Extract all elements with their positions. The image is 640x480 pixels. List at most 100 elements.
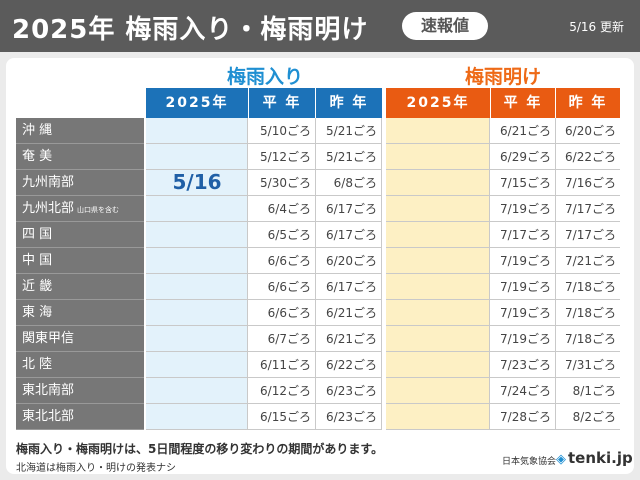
ake-2025-cell <box>386 326 490 352</box>
table-row: 北 陸 6/11ごろ 6/22ごろ 7/23ごろ 7/31ごろ <box>16 352 620 378</box>
table-row: 九州南部 5/30ごろ 6/8ごろ 7/15ごろ 7/16ごろ <box>16 170 620 196</box>
ake-last-year-cell: 7/18ごろ <box>556 274 620 300</box>
iri-normal-cell: 5/10ごろ <box>248 118 316 144</box>
section-title-tsuyu-ake: 梅雨明け <box>464 66 541 88</box>
ake-2025-cell <box>386 352 490 378</box>
iri-normal-cell: 6/6ごろ <box>248 274 316 300</box>
region-label: 東北南部 <box>16 378 144 404</box>
iri-normal-cell: 6/7ごろ <box>248 326 316 352</box>
region-name: 九州南部 <box>22 175 75 190</box>
table-row: 九州北部 山口県を含む 6/4ごろ 6/17ごろ 7/19ごろ 7/17ごろ <box>16 196 620 222</box>
region-label: 関東甲信 <box>16 326 144 352</box>
ake-last-year-cell: 8/1ごろ <box>556 378 620 404</box>
ake-2025-cell <box>386 196 490 222</box>
region-label: 奄 美 <box>16 144 144 170</box>
ake-last-year-cell: 8/2ごろ <box>556 404 620 430</box>
ake-last-year-cell: 7/18ごろ <box>556 300 620 326</box>
iri-2025-cell <box>146 144 248 170</box>
region-name: 東北南部 <box>22 383 75 398</box>
organization-name: 日本気象協会 <box>502 457 557 467</box>
region-name: 近 畿 <box>22 279 53 294</box>
ake-2025-cell <box>386 222 490 248</box>
ake-last-year-cell: 6/20ごろ <box>556 118 620 144</box>
iri-last-year-cell: 6/21ごろ <box>316 300 382 326</box>
table-row: 東北北部 6/15ごろ 6/23ごろ 7/28ごろ 8/2ごろ <box>16 404 620 430</box>
iri-last-year-cell: 6/17ごろ <box>316 274 382 300</box>
iri-2025-cell <box>146 300 248 326</box>
iri-last-year-cell: 6/20ごろ <box>316 248 382 274</box>
header-ake-last-year: 昨 年 <box>556 88 620 118</box>
ake-normal-cell: 7/19ごろ <box>490 248 556 274</box>
iri-normal-cell: 6/5ごろ <box>248 222 316 248</box>
ake-2025-cell <box>386 170 490 196</box>
iri-normal-cell: 6/15ごろ <box>248 404 316 430</box>
table-row: 沖 縄 5/10ごろ 5/21ごろ 6/21ごろ 6/20ごろ <box>16 118 620 144</box>
ake-last-year-cell: 7/18ごろ <box>556 326 620 352</box>
iri-normal-cell: 5/30ごろ <box>248 170 316 196</box>
ake-2025-cell <box>386 118 490 144</box>
region-name: 四 国 <box>22 227 53 242</box>
tenki-logo-icon: ◈ <box>556 452 566 467</box>
iri-2025-cell <box>146 274 248 300</box>
footnote-hokkaido: 北海道は梅雨入り・明けの発表ナシ <box>16 463 176 474</box>
ake-2025-cell <box>386 300 490 326</box>
preliminary-badge: 速報値 <box>402 12 488 40</box>
iri-last-year-cell: 6/23ごろ <box>316 404 382 430</box>
iri-2025-cell <box>146 222 248 248</box>
ake-2025-cell <box>386 404 490 430</box>
iri-normal-cell: 6/11ごろ <box>248 352 316 378</box>
ake-normal-cell: 6/21ごろ <box>490 118 556 144</box>
region-label: 四 国 <box>16 222 144 248</box>
iri-normal-cell: 6/6ごろ <box>248 300 316 326</box>
iri-2025-cell <box>146 352 248 378</box>
region-label: 北 陸 <box>16 352 144 378</box>
ake-normal-cell: 6/29ごろ <box>490 144 556 170</box>
iri-last-year-cell: 5/21ごろ <box>316 118 382 144</box>
ake-normal-cell: 7/17ごろ <box>490 222 556 248</box>
ake-2025-cell <box>386 144 490 170</box>
iri-normal-cell: 5/12ごろ <box>248 144 316 170</box>
ake-normal-cell: 7/19ごろ <box>490 300 556 326</box>
iri-last-year-cell: 6/17ごろ <box>316 222 382 248</box>
ake-2025-cell <box>386 248 490 274</box>
region-label: 九州北部 山口県を含む <box>16 196 144 222</box>
ake-last-year-cell: 7/17ごろ <box>556 222 620 248</box>
iri-normal-cell: 6/4ごろ <box>248 196 316 222</box>
region-label: 九州南部 <box>16 170 144 196</box>
ake-normal-cell: 7/24ごろ <box>490 378 556 404</box>
iri-last-year-cell: 6/22ごろ <box>316 352 382 378</box>
region-name: 東 海 <box>22 305 53 320</box>
header-ake-normal: 平 年 <box>491 88 555 118</box>
updated-date: 5/16 更新 <box>569 20 624 34</box>
ake-normal-cell: 7/19ごろ <box>490 196 556 222</box>
ake-last-year-cell: 7/31ごろ <box>556 352 620 378</box>
ake-normal-cell: 7/19ごろ <box>490 326 556 352</box>
region-name: 東北北部 <box>22 409 75 424</box>
region-name: 奄 美 <box>22 149 53 164</box>
ake-normal-cell: 7/28ごろ <box>490 404 556 430</box>
ake-normal-cell: 7/15ごろ <box>490 170 556 196</box>
page-title: 2025年 梅雨入り・梅雨明け <box>12 15 369 45</box>
region-label: 東北北部 <box>16 404 144 430</box>
iri-normal-cell: 6/12ごろ <box>248 378 316 404</box>
header-iri-normal: 平 年 <box>249 88 315 118</box>
iri-last-year-cell: 6/17ごろ <box>316 196 382 222</box>
iri-2025-cell <box>146 378 248 404</box>
region-name: 九州北部 <box>22 201 75 216</box>
footnote-transition: 梅雨入り・梅雨明けは、5日間程度の移り変わりの期間があります。 <box>16 442 384 456</box>
ake-2025-cell <box>386 274 490 300</box>
header-iri-2025: 2025年 <box>146 88 248 118</box>
region-label: 東 海 <box>16 300 144 326</box>
table-row: 中 国 6/6ごろ 6/20ごろ 7/19ごろ 7/21ごろ <box>16 248 620 274</box>
iri-normal-cell: 6/6ごろ <box>248 248 316 274</box>
section-title-tsuyu-iri: 梅雨入り <box>226 66 303 88</box>
iri-2025-cell <box>146 170 248 196</box>
header-ake-2025: 2025年 <box>386 88 490 118</box>
ake-last-year-cell: 7/17ごろ <box>556 196 620 222</box>
iri-last-year-cell: 6/8ごろ <box>316 170 382 196</box>
tenki-logo: ◈ tenki.jp <box>556 449 633 467</box>
header-bar: 2025年 梅雨入り・梅雨明け 速報値 5/16 更新 <box>0 0 640 52</box>
iri-2025-cell <box>146 326 248 352</box>
kyushu-south-iri-2025: 5/16 <box>172 170 222 194</box>
iri-2025-cell <box>146 196 248 222</box>
